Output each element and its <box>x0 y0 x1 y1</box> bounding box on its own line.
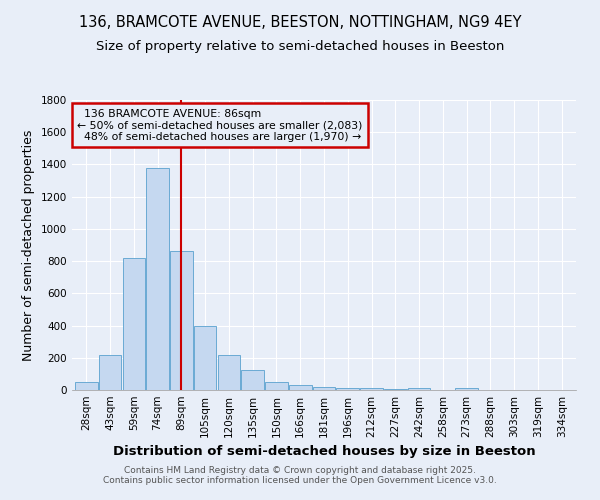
Y-axis label: Number of semi-detached properties: Number of semi-detached properties <box>22 130 35 360</box>
Text: 136, BRAMCOTE AVENUE, BEESTON, NOTTINGHAM, NG9 4EY: 136, BRAMCOTE AVENUE, BEESTON, NOTTINGHA… <box>79 15 521 30</box>
Bar <box>241 370 264 390</box>
Bar <box>337 388 359 390</box>
Text: 136 BRAMCOTE AVENUE: 86sqm
← 50% of semi-detached houses are smaller (2,083)
  4: 136 BRAMCOTE AVENUE: 86sqm ← 50% of semi… <box>77 108 362 142</box>
Bar <box>360 388 383 390</box>
Bar <box>170 252 193 390</box>
Bar <box>289 385 311 390</box>
Bar <box>122 258 145 390</box>
Bar <box>218 354 240 390</box>
Bar <box>99 354 121 390</box>
Bar <box>194 326 217 390</box>
Bar <box>408 388 430 390</box>
Text: Contains HM Land Registry data © Crown copyright and database right 2025.
Contai: Contains HM Land Registry data © Crown c… <box>103 466 497 485</box>
Bar <box>265 382 288 390</box>
Text: Size of property relative to semi-detached houses in Beeston: Size of property relative to semi-detach… <box>96 40 504 53</box>
Bar <box>75 382 98 390</box>
Bar <box>455 388 478 390</box>
Bar <box>384 389 407 390</box>
X-axis label: Distribution of semi-detached houses by size in Beeston: Distribution of semi-detached houses by … <box>113 446 535 458</box>
Bar <box>146 168 169 390</box>
Bar <box>313 387 335 390</box>
